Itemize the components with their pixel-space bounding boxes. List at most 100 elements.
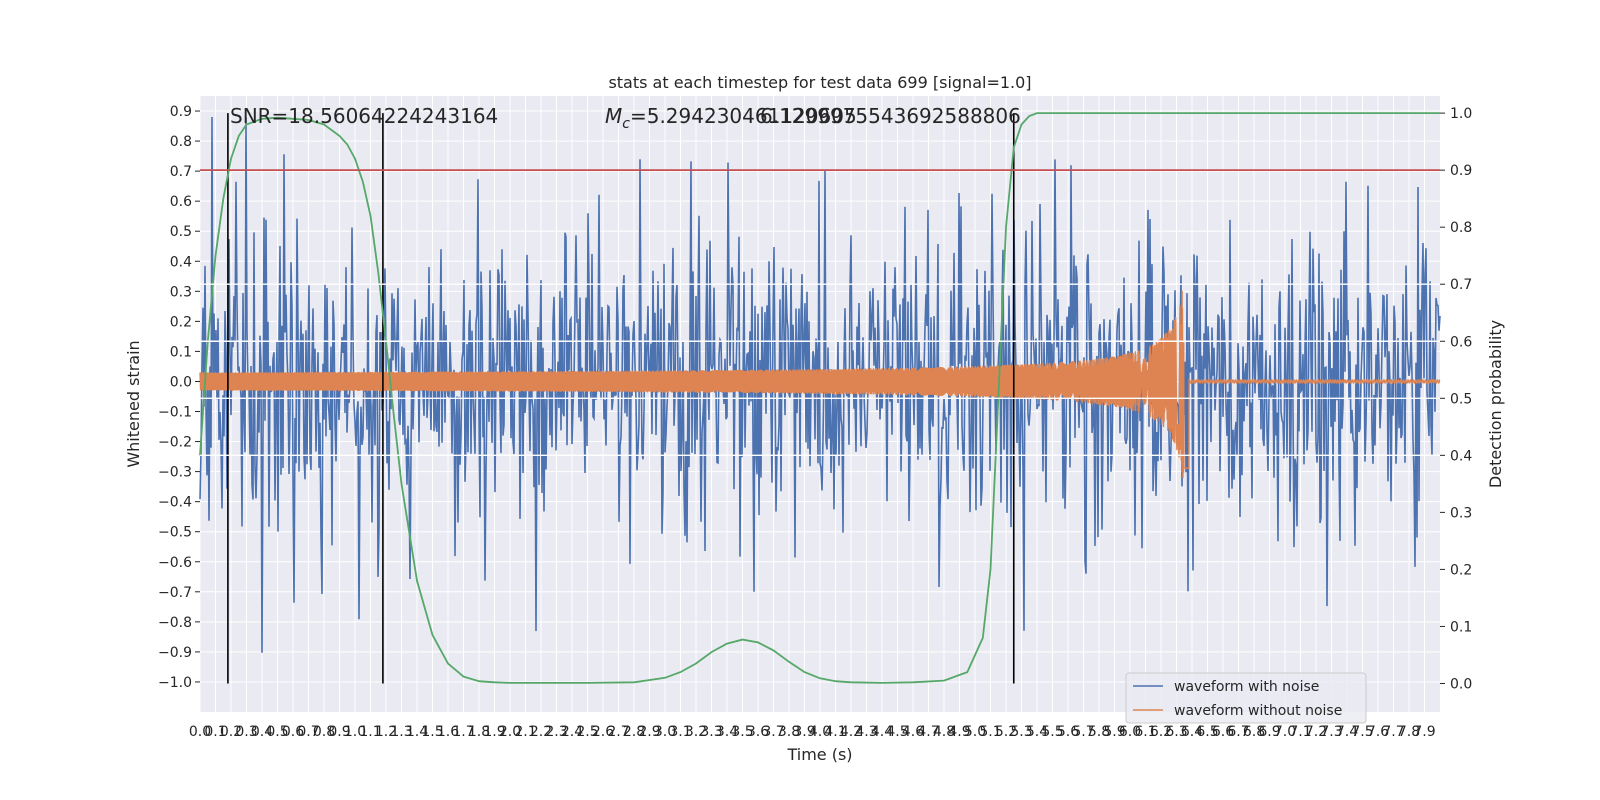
x-tick-label: 0.1 xyxy=(204,724,226,740)
x-tick-label: 2.8 xyxy=(623,724,645,740)
x-tick-label: 1.9 xyxy=(483,724,505,740)
x-tick-label: 1.8 xyxy=(468,724,490,740)
x-tick-label: 1.3 xyxy=(390,724,412,740)
x-tick-label: 6.1 xyxy=(1134,724,1156,740)
x-tick-label: 3.4 xyxy=(716,724,738,740)
x-tick-label: 2.7 xyxy=(607,724,629,740)
chirp-mass-subscript: c xyxy=(622,116,630,132)
x-tick-label: 4.5 xyxy=(886,724,908,740)
x-tick-label: 2.3 xyxy=(545,724,567,740)
x-tick-label: 0.0 xyxy=(189,724,211,740)
y-right-tick-label: 0.9 xyxy=(1450,163,1472,179)
x-tick-label: 5.1 xyxy=(979,724,1001,740)
y-tick-label: 0.2 xyxy=(170,314,192,330)
x-tick-label: 4.4 xyxy=(871,724,893,740)
x-tick-label: 3.6 xyxy=(747,724,769,740)
y-tick-label: 0.1 xyxy=(170,344,192,360)
x-tick-label: 6.2 xyxy=(1150,724,1172,740)
x-tick-label: 6.4 xyxy=(1181,724,1203,740)
y-tick-label: −0.5 xyxy=(158,525,192,541)
x-tick-label: 4.0 xyxy=(809,724,831,740)
x-tick-label: 2.2 xyxy=(530,724,552,740)
x-tick-label: 5.2 xyxy=(995,724,1017,740)
chirp-mass-symbol: M xyxy=(605,104,622,128)
x-tick-label: 1.2 xyxy=(375,724,397,740)
y-tick-label: 0.6 xyxy=(170,194,192,210)
y-right-tick-label: 1.0 xyxy=(1450,106,1472,122)
y-right-tick-label: 0.2 xyxy=(1450,562,1472,578)
y-axis-label: Whitened strain xyxy=(124,340,143,467)
x-tick-label: 0.7 xyxy=(297,724,319,740)
x-tick-label: 6.0 xyxy=(1119,724,1141,740)
x-tick-label: 0.8 xyxy=(313,724,335,740)
x-tick-label: 6.6 xyxy=(1212,724,1234,740)
x-tick-label: 6.8 xyxy=(1243,724,1265,740)
y-tick-label: 0.0 xyxy=(170,374,192,390)
right-axis-grid xyxy=(200,283,1440,457)
x-tick-label: 7.5 xyxy=(1351,724,1373,740)
y-right-tick-label: 0.6 xyxy=(1450,334,1472,350)
x-tick-label: 2.1 xyxy=(514,724,536,740)
y-tick-label: 0.4 xyxy=(170,254,192,270)
legend-clean-label: waveform without noise xyxy=(1174,703,1342,719)
noise-waveform-series xyxy=(199,116,1441,653)
x-tick-label: 5.3 xyxy=(1010,724,1032,740)
x-tick-label: 1.1 xyxy=(359,724,381,740)
x-tick-label: 0.9 xyxy=(328,724,350,740)
x-tick-label: 1.7 xyxy=(452,724,474,740)
x-tick-label: 2.6 xyxy=(592,724,614,740)
snr-annotation: SNR=18.56064224243164 xyxy=(230,104,498,128)
y-tick-label: 0.5 xyxy=(170,224,192,240)
chirp-mass-value: =5.294230461120605 xyxy=(630,104,857,128)
x-axis-label: Time (s) xyxy=(786,745,852,764)
x-tick-label: 4.2 xyxy=(840,724,862,740)
y-tick-label: 0.8 xyxy=(170,134,192,150)
x-tick-label: 5.8 xyxy=(1088,724,1110,740)
x-tick-label: 5.6 xyxy=(1057,724,1079,740)
x-tick-label: 3.0 xyxy=(654,724,676,740)
x-tick-label: 5.9 xyxy=(1103,724,1125,740)
x-tick-label: 0.5 xyxy=(266,724,288,740)
x-tick-label: 7.6 xyxy=(1367,724,1389,740)
y-tick-label: −0.7 xyxy=(158,585,192,601)
chirp-mass-annotation: Mc=5.294230461120605 xyxy=(605,104,857,132)
y-tick-label: −0.8 xyxy=(158,615,192,631)
y-right-tick-label: 0.4 xyxy=(1450,448,1472,464)
y-right-tick-label: 0.3 xyxy=(1450,505,1472,521)
clean-waveform-line xyxy=(199,290,1441,479)
x-tick-label: 4.3 xyxy=(855,724,877,740)
x-tick-label: 7.9 xyxy=(1413,724,1435,740)
x-tick-label: 0.3 xyxy=(235,724,257,740)
x-tick-label: 1.4 xyxy=(406,724,428,740)
x-tick-label: 3.3 xyxy=(700,724,722,740)
x-tick-label: 7.2 xyxy=(1305,724,1327,740)
legend: waveform with noise waveform without noi… xyxy=(1125,672,1367,724)
x-tick-label: 5.0 xyxy=(964,724,986,740)
x-tick-label: 4.6 xyxy=(902,724,924,740)
x-tick-label: 1.5 xyxy=(421,724,443,740)
y-tick-label: 0.3 xyxy=(170,284,192,300)
x-tick-label: 0.2 xyxy=(220,724,242,740)
y-right-axis-ticks: 1.0 0.9 0.8 0.7 0.6 0.5 0.4 0.3 0.2 0.1 0.0 xyxy=(1440,106,1472,692)
x-tick-label: 1.6 xyxy=(437,724,459,740)
x-tick-label: 7.0 xyxy=(1274,724,1296,740)
x-tick-label: 6.7 xyxy=(1227,724,1249,740)
y-tick-label: −0.1 xyxy=(158,405,192,421)
x-tick-label: 6.9 xyxy=(1258,724,1280,740)
x-tick-label: 3.5 xyxy=(731,724,753,740)
x-tick-label: 7.4 xyxy=(1336,724,1358,740)
y-right-tick-label: 0.0 xyxy=(1450,676,1472,692)
x-tick-label: 1.0 xyxy=(344,724,366,740)
overlap-annotation: 6.1299975543692588806 xyxy=(760,104,1021,128)
y-right-tick-label: 0.1 xyxy=(1450,619,1472,635)
x-tick-label: 4.1 xyxy=(824,724,846,740)
x-tick-label: 5.5 xyxy=(1041,724,1063,740)
x-tick-label: 3.7 xyxy=(762,724,784,740)
y-right-tick-label: 0.7 xyxy=(1450,277,1472,293)
x-tick-label: 7.1 xyxy=(1289,724,1311,740)
x-tick-label: 7.8 xyxy=(1398,724,1420,740)
x-tick-label: 6.3 xyxy=(1165,724,1187,740)
x-tick-label: 4.7 xyxy=(917,724,939,740)
y-tick-label: −0.3 xyxy=(158,465,192,481)
